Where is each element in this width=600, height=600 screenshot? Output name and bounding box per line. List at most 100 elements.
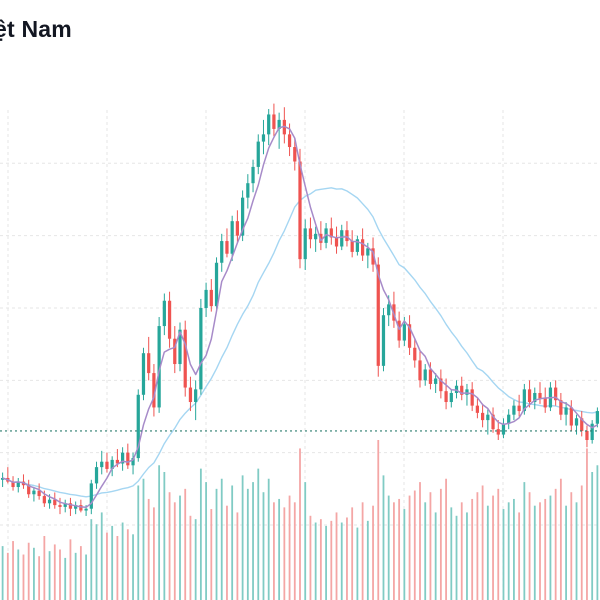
volume-bar [179,495,181,600]
candle-body [11,481,15,488]
volume-bar [111,525,114,600]
volume-bar [132,534,134,600]
candle-body [334,237,339,247]
volume-bar [74,552,77,600]
volume-bar [466,512,468,600]
volume-bar [570,492,573,600]
candle-body [538,392,542,399]
volume-bar [325,525,327,600]
candle-body [512,405,516,415]
candle-body [564,407,568,415]
candle-body [590,423,594,440]
candle-body [277,119,281,129]
candle-body [585,430,589,440]
candle-body [507,414,511,424]
candle-body [120,452,125,464]
volume-bar [257,468,260,600]
volume-bar [340,522,343,600]
volume-bar [262,492,265,600]
volume-bar [528,492,531,600]
candle-body [293,147,297,162]
volume-bar [199,468,202,600]
volume-bar [236,512,239,600]
volume-bar [507,502,510,600]
candle-body [360,239,365,256]
volume-bar [387,495,390,600]
volume-bar [288,495,291,600]
volume-bar [147,498,150,600]
candle-body [199,307,203,390]
candle-body [595,411,600,424]
candle-body [418,360,422,381]
volume-bar [398,498,401,600]
candle-body [79,505,83,511]
volume-bar [513,498,515,600]
volume-bar [533,505,536,600]
candle-body [428,369,433,384]
volume-bar [12,541,14,600]
candle-body [37,490,41,497]
volume-bar [267,478,270,600]
candle-body [491,414,495,430]
volume-bar [351,507,354,600]
volume-bar [314,522,317,600]
volume-bar [278,498,281,600]
candle-body [486,414,490,421]
candle-body [240,197,245,236]
ma-short-path [2,125,598,509]
volume-bar [158,465,161,600]
candle-body [58,505,62,507]
candle-body [387,304,391,316]
candle-body [126,452,130,466]
volume-bar [168,492,171,600]
volume-bar [59,549,61,600]
candle-body [16,481,20,488]
volume-bar [586,448,588,600]
candle-body [345,230,349,242]
volume-bar [439,488,442,600]
volume-bar [518,512,521,600]
volume-bar [335,512,338,600]
candle-body [147,353,151,374]
volume-bar [476,492,479,600]
candle-body [167,300,172,339]
volume-bar [273,502,275,600]
volume-bar [460,502,463,600]
candle-body [470,389,474,406]
volume-bar [43,536,46,600]
candle-body [204,289,208,308]
volume-bar [241,475,244,600]
candle-body [402,324,406,341]
volume-bar [591,472,594,600]
candle-body [27,485,31,495]
candle-body [496,429,500,435]
candle-body [230,221,234,254]
volume-bar [220,478,223,600]
candle-body [480,412,485,421]
volume-bar [497,488,500,600]
volume-bar [163,472,166,600]
candle-body [214,262,219,307]
volume-bar [246,488,249,600]
candle-body [434,378,438,384]
candle-body [209,289,213,307]
candle-body [407,324,412,348]
candle-body [366,248,370,256]
candle-body [439,378,443,392]
candle-body [94,467,99,484]
volume-bar [539,502,541,600]
candle-body [173,338,177,365]
candle-body [131,458,135,466]
candle-body [554,387,558,401]
candle-body [42,496,46,504]
volume-bar [293,502,296,600]
volume-bar [33,547,35,600]
volume-bar [544,498,547,600]
candle-body [220,241,224,263]
volume-bar [137,485,140,600]
candle-body [47,499,52,504]
candle-body [381,315,386,366]
volume-bar [309,515,312,600]
volume-bars [1,440,599,600]
volume-bar [252,482,254,600]
